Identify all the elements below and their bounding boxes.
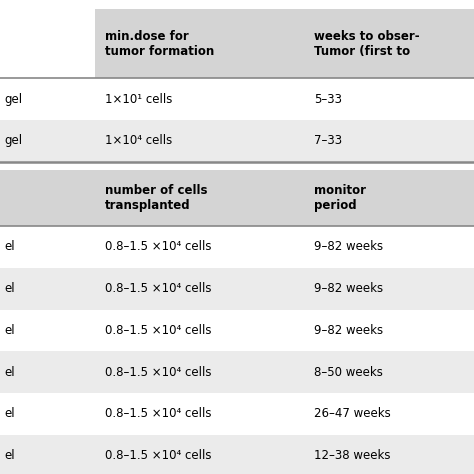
Text: 0.8–1.5 ×10⁴ cells: 0.8–1.5 ×10⁴ cells	[105, 240, 212, 254]
Bar	[0, 9, 95, 78]
Text: 7–33: 7–33	[314, 134, 342, 147]
Text: 1×10⁴ cells: 1×10⁴ cells	[105, 134, 173, 147]
Text: 0.8–1.5 ×10⁴ cells: 0.8–1.5 ×10⁴ cells	[105, 365, 212, 379]
Bar	[0, 162, 474, 170]
Text: 0.8–1.5 ×10⁴ cells: 0.8–1.5 ×10⁴ cells	[105, 407, 212, 420]
Text: number of cells
transplanted: number of cells transplanted	[105, 184, 208, 212]
Bar	[0, 393, 474, 435]
Text: el: el	[5, 282, 15, 295]
Text: el: el	[5, 407, 15, 420]
Text: 0.8–1.5 ×10⁴ cells: 0.8–1.5 ×10⁴ cells	[105, 282, 212, 295]
Text: 9–82 weeks: 9–82 weeks	[314, 324, 383, 337]
Text: el: el	[5, 240, 15, 254]
Bar	[95, 9, 303, 78]
Text: 0.8–1.5 ×10⁴ cells: 0.8–1.5 ×10⁴ cells	[105, 449, 212, 462]
Bar	[0, 170, 474, 226]
Text: 9–82 weeks: 9–82 weeks	[314, 282, 383, 295]
Text: min.dose for
tumor formation: min.dose for tumor formation	[105, 30, 214, 58]
Text: gel: gel	[5, 134, 23, 147]
Text: 12–38 weeks: 12–38 weeks	[314, 449, 390, 462]
Text: 9–82 weeks: 9–82 weeks	[314, 240, 383, 254]
Text: weeks to obser-
Tumor (first to: weeks to obser- Tumor (first to	[314, 30, 419, 58]
Bar	[0, 120, 474, 162]
Text: 1×10¹ cells: 1×10¹ cells	[105, 92, 173, 106]
Text: 5–33: 5–33	[314, 92, 342, 106]
Text: 26–47 weeks: 26–47 weeks	[314, 407, 391, 420]
Text: el: el	[5, 365, 15, 379]
Bar	[0, 435, 474, 474]
Text: el: el	[5, 449, 15, 462]
Text: el: el	[5, 324, 15, 337]
Bar	[0, 226, 474, 268]
Bar	[0, 78, 474, 120]
Bar	[0, 268, 474, 310]
Bar	[0, 310, 474, 351]
Bar	[303, 9, 474, 78]
Bar	[0, 351, 474, 393]
Text: 8–50 weeks: 8–50 weeks	[314, 365, 383, 379]
Text: gel: gel	[5, 92, 23, 106]
Text: 0.8–1.5 ×10⁴ cells: 0.8–1.5 ×10⁴ cells	[105, 324, 212, 337]
Text: monitor
period: monitor period	[314, 184, 366, 212]
